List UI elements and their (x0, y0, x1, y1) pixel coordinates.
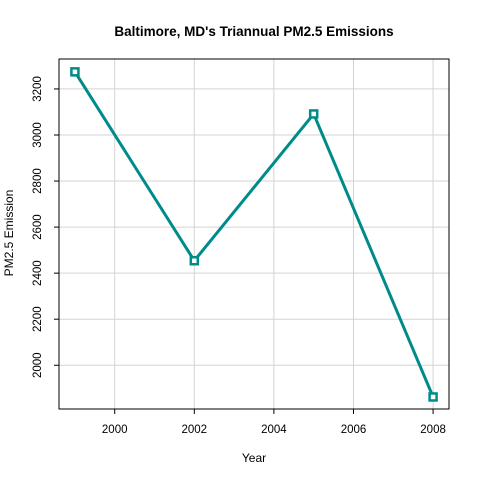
x-tick-label: 2008 (420, 424, 446, 436)
data-point-marker (308, 109, 319, 119)
y-tick-label: 2000 (32, 352, 44, 378)
y-tick-label: 3000 (32, 122, 44, 148)
x-tick-label: 2002 (182, 424, 208, 436)
data-point-marker (70, 67, 80, 77)
y-tick-label: 3200 (32, 76, 44, 102)
y-tick-label: 2600 (32, 214, 44, 240)
y-axis-label: PM2.5 Emission (2, 190, 16, 277)
x-tick-label: 2006 (341, 424, 367, 436)
series-line (73, 70, 435, 399)
x-tick-label: 2004 (261, 424, 287, 436)
chart-title: Baltimore, MD's Triannual PM2.5 Emission… (114, 24, 393, 39)
y-tick-label: 2200 (32, 306, 44, 332)
data-point-marker (189, 255, 200, 266)
y-axis: 2000 2200 2400 2600 2800 3000 3200 (32, 76, 59, 378)
x-axis: 2000 2002 2004 2006 2008 (102, 409, 446, 436)
grid (59, 59, 449, 409)
plot-frame (58, 58, 450, 410)
x-tick-label: 2000 (102, 424, 128, 436)
y-tick-label: 2400 (32, 260, 44, 286)
x-axis-label: Year (242, 451, 266, 465)
series-group (70, 67, 438, 402)
data-point-marker (428, 392, 438, 402)
y-tick-label: 2800 (32, 168, 44, 194)
